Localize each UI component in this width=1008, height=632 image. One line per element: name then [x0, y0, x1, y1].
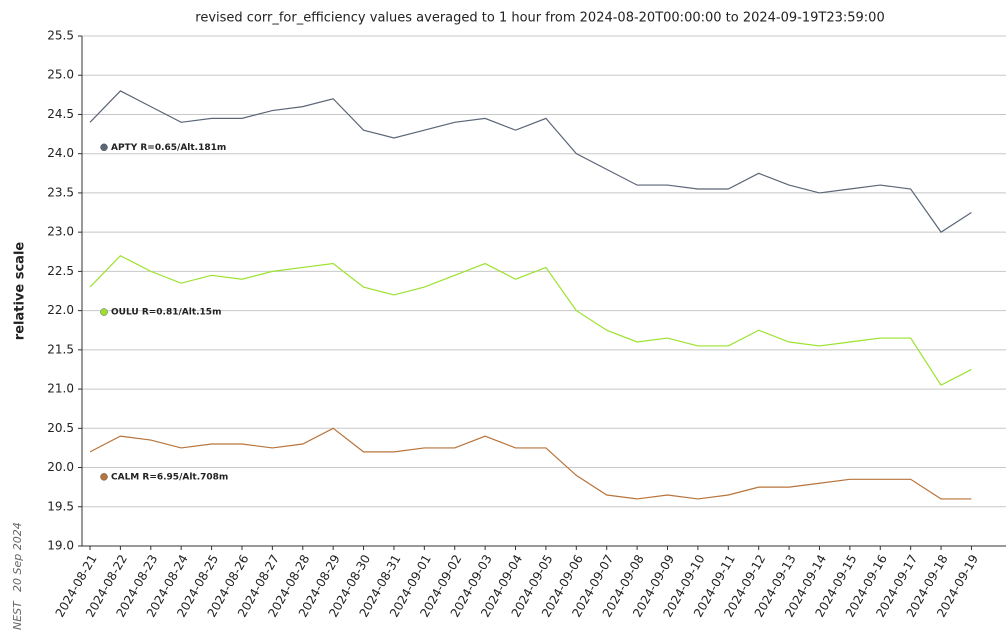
- y-tick-label: 23.5: [47, 185, 74, 199]
- legend-label: APTY R=0.65/Alt.181m: [111, 143, 226, 153]
- footer-date: 20 Sep 2024: [11, 522, 24, 592]
- y-tick-label: 21.0: [47, 382, 74, 396]
- footer-source: NEST: [11, 600, 24, 630]
- y-tick-label: 25.0: [47, 68, 74, 82]
- legend-label: OULU R=0.81/Alt.15m: [111, 308, 221, 318]
- y-tick-label: 22.5: [47, 264, 74, 278]
- y-tick-label: 24.5: [47, 107, 74, 121]
- legend-marker: [100, 473, 108, 481]
- y-tick-label: 23.0: [47, 225, 74, 239]
- series-line: [89, 254, 972, 386]
- legend-label: CALM R=6.95/Alt.708m: [111, 472, 228, 482]
- series-line: [89, 90, 972, 233]
- chart-title: revised corr_for_efficiency values avera…: [195, 11, 884, 26]
- y-tick-label: 20.5: [47, 421, 74, 435]
- legend-marker: [100, 308, 108, 316]
- legend-marker: [100, 143, 108, 152]
- y-tick-label: 22.0: [47, 303, 74, 317]
- y-tick-label: 25.5: [47, 29, 74, 43]
- y-tick-label: 19.5: [47, 499, 74, 513]
- y-axis-label: relative scale: [13, 242, 28, 341]
- y-tick-label: 19.0: [47, 539, 74, 553]
- y-tick-label: 24.0: [47, 146, 74, 160]
- y-tick-label: 20.0: [47, 460, 74, 474]
- y-tick-label: 21.5: [47, 342, 74, 356]
- series-line: [89, 427, 972, 500]
